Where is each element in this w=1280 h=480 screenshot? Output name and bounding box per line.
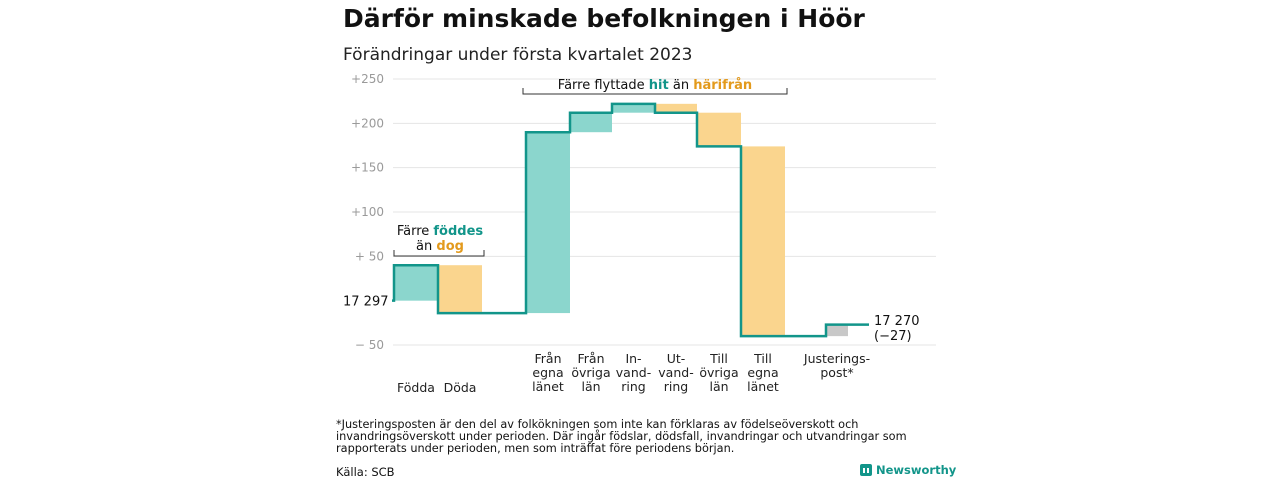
bar-till-ovriga-lan: [697, 112, 741, 147]
footnote: *Justeringsposten är den del av folkökni…: [336, 418, 907, 455]
y-tick-label: + 50: [355, 249, 384, 263]
category-label-doda: Döda: [444, 380, 477, 395]
bar-utvandring: [655, 103, 697, 113]
y-tick-label: +200: [351, 116, 384, 130]
births-annotation-bracket: [393, 250, 485, 257]
migration-annotation: Färre flyttade hit än härifrån: [558, 78, 752, 93]
level-line: [392, 102, 869, 338]
y-axis-ticks: +250 +200 +150 +100 + 50 − 50: [351, 72, 384, 352]
category-label-till-egna-lanet: Till egna länet: [747, 351, 779, 394]
level-line-path: [392, 102, 869, 338]
newsworthy-icon: [860, 464, 872, 476]
bar-justeringspost: [826, 324, 848, 337]
end-value-label: 17 270: [874, 314, 920, 329]
y-tick-label: +250: [351, 72, 384, 86]
brand-label: Newsworthy: [876, 463, 957, 477]
bar-till-egna-lanet: [741, 146, 785, 337]
bars: [394, 103, 848, 337]
newsworthy-logo[interactable]: Newsworthy: [860, 463, 956, 477]
category-label-invandring: In-vand-ring: [616, 351, 651, 394]
chart-subtitle: Förändringar under första kvartalet 2023: [343, 45, 693, 65]
bar-doda: [438, 265, 482, 314]
bar-fran-egna-lanet: [526, 132, 570, 314]
bar-fodda: [394, 265, 438, 301]
start-value-label: 17 297: [343, 295, 389, 310]
category-label-fran-ovriga-lan: Från övriga län: [571, 351, 610, 394]
births-annotation-line1: Färre föddes: [397, 224, 484, 239]
chart-title: Därför minskade befolkningen i Höör: [343, 4, 865, 33]
migration-annotation-bracket: [522, 88, 788, 95]
y-tick-label: +150: [351, 161, 384, 175]
y-tick-label: +100: [351, 205, 384, 219]
bar-fran-ovriga-lan: [570, 112, 612, 133]
category-label-utvandring: Ut-vand-ring: [658, 351, 693, 394]
end-change-label: (−27): [874, 329, 912, 344]
births-annotation-line2: än dog: [416, 239, 464, 254]
bar-invandring: [612, 103, 655, 113]
category-label-justeringspost: Justerings-post*: [803, 351, 870, 380]
category-label-fran-egna-lanet: Från egna länet: [532, 351, 564, 394]
category-label-till-ovriga-lan: Till övriga län: [699, 351, 738, 394]
category-label-fodda: Födda: [397, 380, 435, 395]
source-label: Källa: SCB: [336, 465, 395, 479]
y-tick-label: − 50: [355, 338, 384, 352]
